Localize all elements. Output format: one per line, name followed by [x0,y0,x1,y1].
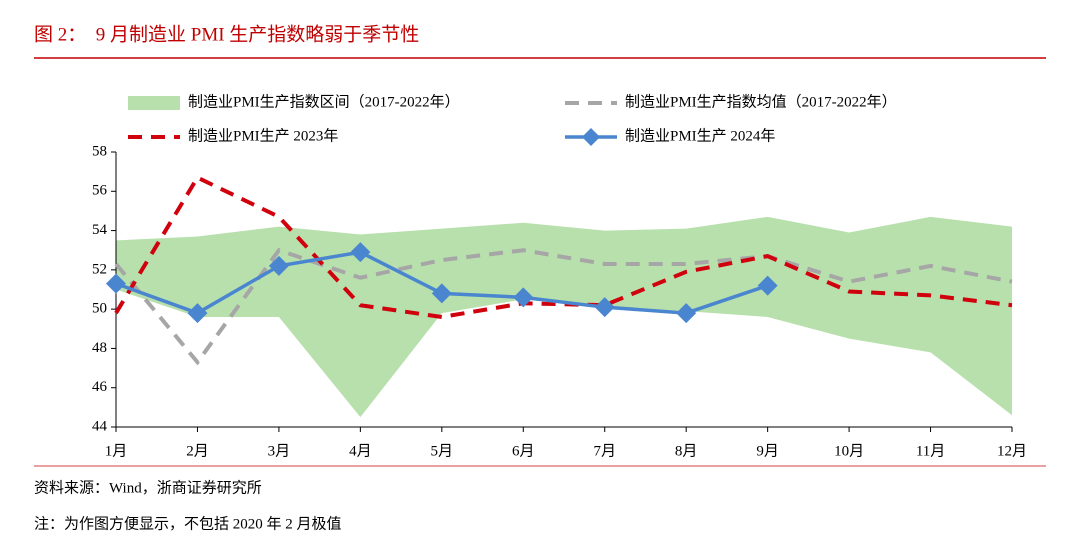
data-point [513,287,534,308]
data-point [187,303,208,324]
y-tick-label: 50 [92,301,107,317]
x-tick-label: 12月 [997,443,1027,459]
x-tick-label: 7月 [593,443,616,459]
chart-title: 图 2： 9 月制造业 PMI 生产指数略弱于季节性 [34,23,419,45]
data-point [106,273,126,294]
x-tick-label: 1月 [105,443,128,459]
y-tick-label: 54 [92,222,108,238]
y-tick-label: 46 [92,379,108,395]
range-band [116,216,1012,418]
data-point [757,275,778,296]
data-point [676,303,697,324]
x-tick-label: 8月 [675,443,698,459]
legend-label: 制造业PMI生产指数均值（2017-2022年） [625,93,897,110]
legend-swatch [128,96,180,110]
x-tick-label: 5月 [431,443,454,459]
note: 注：为作图方便显示，不包括 2020 年 2 月极值 [34,515,342,532]
x-tick-label: 3月 [268,443,291,459]
series-line [114,174,1013,320]
legend-label: 制造业PMI生产 2023年 [188,127,338,144]
y-tick-label: 52 [92,261,107,277]
legend-label: 制造业PMI生产指数区间（2017-2022年） [188,93,460,110]
data-point [268,255,289,276]
y-tick-label: 44 [92,418,108,434]
legend-label: 制造业PMI生产 2024年 [625,127,775,144]
x-tick-label: 6月 [512,443,535,459]
x-tick-label: 10月 [834,443,864,459]
source: 资料来源：Wind，浙商证券研究所 [34,479,262,496]
x-tick-label: 4月 [349,443,372,459]
x-tick-label: 11月 [916,443,945,459]
data-point [350,242,371,263]
x-tick-label: 2月 [186,443,209,459]
y-tick-label: 58 [92,143,107,159]
x-tick-label: 9月 [756,443,779,459]
y-tick-label: 48 [92,340,107,356]
y-tick-label: 56 [92,183,108,199]
legend-marker [582,128,600,146]
data-point [431,283,452,304]
data-point [594,297,615,318]
series-line [114,247,1013,366]
